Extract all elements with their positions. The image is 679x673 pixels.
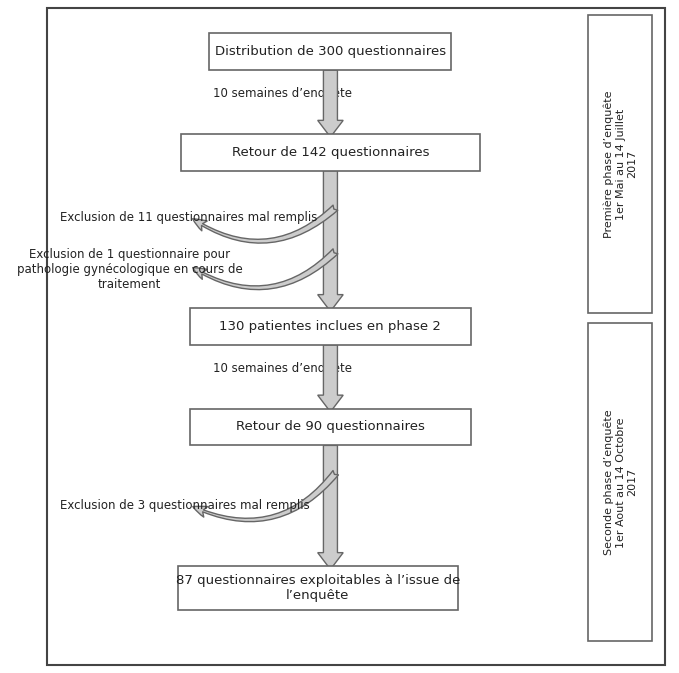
Text: Retour de 90 questionnaires: Retour de 90 questionnaires: [236, 421, 425, 433]
Text: 10 semaines d’enquête: 10 semaines d’enquête: [213, 87, 352, 100]
Text: Retour de 142 questionnaires: Retour de 142 questionnaires: [232, 145, 429, 159]
FancyBboxPatch shape: [589, 15, 652, 313]
Text: Seconde phase d’enquête
1er Aout au 14 Octobre
2017: Seconde phase d’enquête 1er Aout au 14 O…: [604, 409, 637, 555]
FancyBboxPatch shape: [177, 566, 458, 610]
Text: 10 semaines d’enquête: 10 semaines d’enquête: [213, 362, 352, 375]
Text: Distribution de 300 questionnaires: Distribution de 300 questionnaires: [215, 45, 446, 58]
Text: 130 patientes inclues en phase 2: 130 patientes inclues en phase 2: [219, 320, 441, 333]
Polygon shape: [318, 70, 343, 137]
Text: 87 questionnaires exploitables à l’issue de
l’enquête: 87 questionnaires exploitables à l’issue…: [175, 574, 460, 602]
Polygon shape: [318, 171, 343, 312]
Text: Exclusion de 3 questionnaires mal remplis: Exclusion de 3 questionnaires mal rempli…: [60, 499, 310, 512]
FancyBboxPatch shape: [190, 409, 471, 446]
FancyBboxPatch shape: [589, 323, 652, 641]
FancyArrowPatch shape: [193, 249, 338, 289]
Text: Première phase d’enquête
1er Mai au 14 Juillet
2017: Première phase d’enquête 1er Mai au 14 J…: [604, 90, 637, 238]
FancyArrowPatch shape: [193, 205, 337, 243]
Polygon shape: [318, 345, 343, 412]
Text: Exclusion de 1 questionnaire pour
pathologie gynécologique en cours de
traitemen: Exclusion de 1 questionnaire pour pathol…: [17, 248, 242, 291]
FancyBboxPatch shape: [209, 33, 452, 70]
FancyBboxPatch shape: [181, 134, 480, 171]
FancyArrowPatch shape: [193, 470, 338, 522]
Text: Exclusion de 11 questionnaires mal remplis: Exclusion de 11 questionnaires mal rempl…: [60, 211, 317, 223]
FancyBboxPatch shape: [190, 308, 471, 345]
Polygon shape: [318, 446, 343, 569]
